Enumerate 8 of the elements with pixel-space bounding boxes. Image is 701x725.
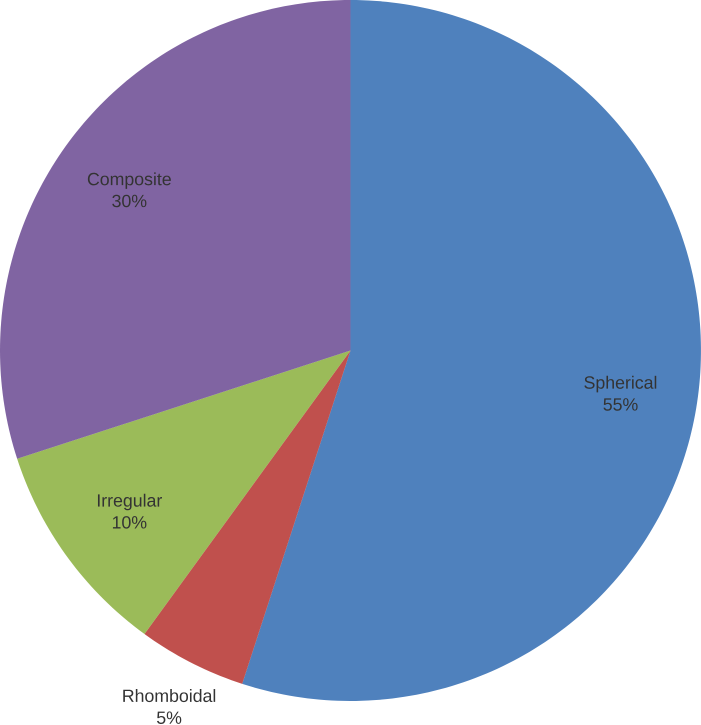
data-label: 55% [604, 398, 638, 411]
slice-label: Rhomboidal [123, 689, 216, 702]
slice-label: Irregular [98, 494, 162, 510]
slice-label: Spherical [584, 376, 656, 392]
data-label: 10% [112, 516, 146, 529]
data-label: 5% [157, 711, 182, 724]
slice-label: Composite [88, 172, 171, 189]
data-label: 30% [112, 194, 146, 208]
